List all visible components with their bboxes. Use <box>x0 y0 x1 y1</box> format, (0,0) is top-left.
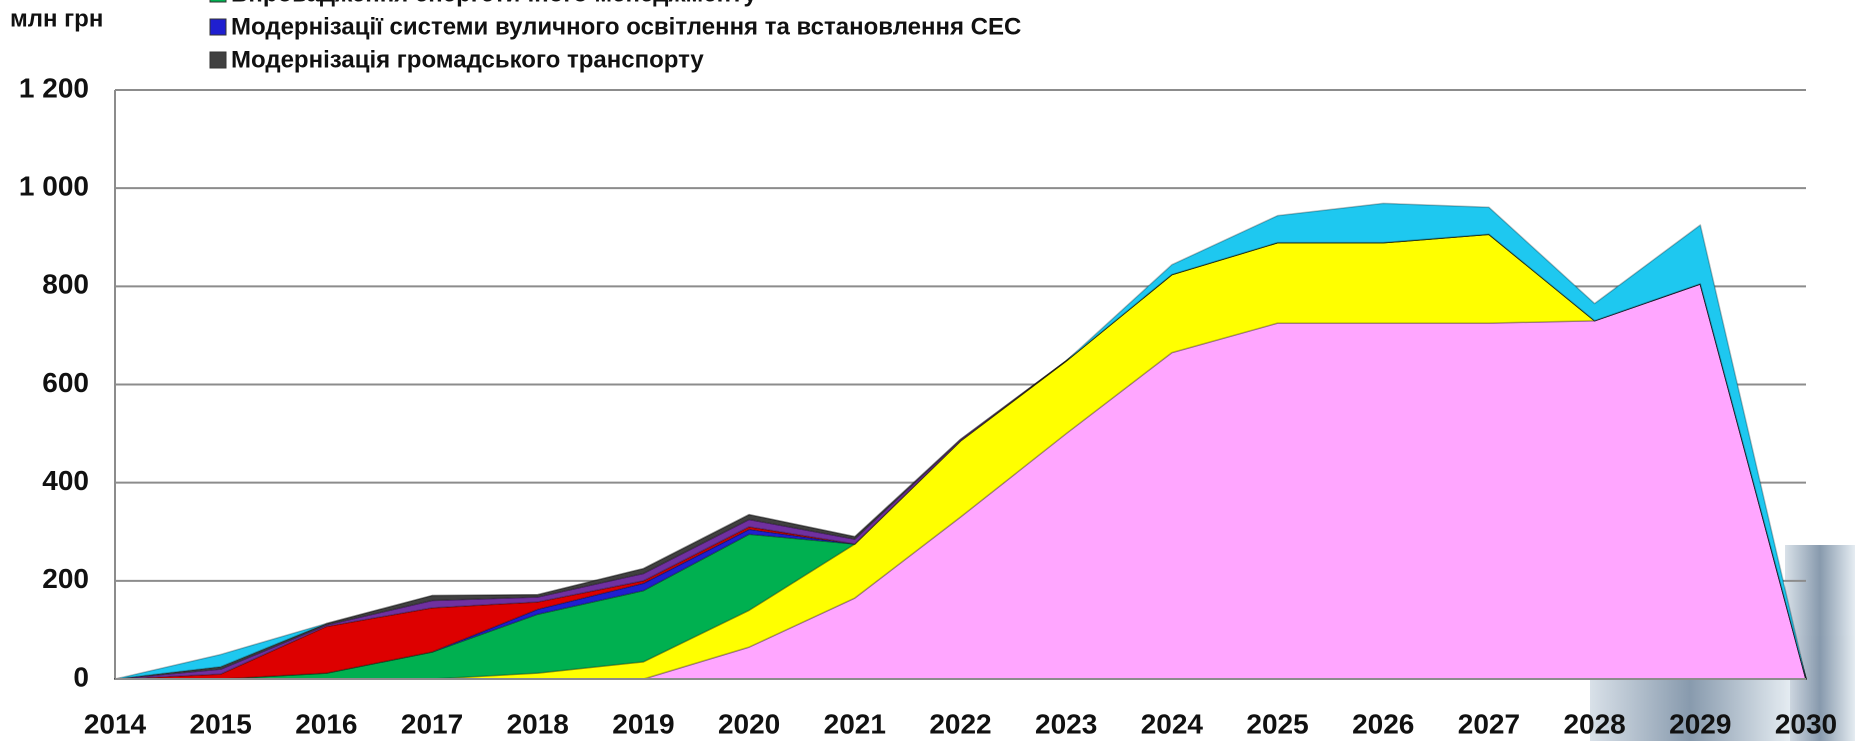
legend-marker <box>210 0 226 2</box>
legend-label: Впровадження енергетичного менеджменту <box>231 0 758 7</box>
x-tick-label: 2022 <box>929 708 991 739</box>
x-tick-label: 2016 <box>295 708 357 739</box>
x-tick-label: 2030 <box>1775 708 1837 739</box>
x-tick-label: 2026 <box>1352 708 1414 739</box>
legend-label: Модернізація громадського транспорту <box>231 46 704 73</box>
chart: млн грн 0 200 400 600 800 1 000 1 200 2014 2015 2… <box>0 0 1855 741</box>
x-tick-label: 2024 <box>1141 708 1204 739</box>
x-tick-label: 2027 <box>1458 708 1520 739</box>
x-tick-label: 2020 <box>718 708 780 739</box>
legend-marker <box>210 52 226 68</box>
y-tick-label: 1 200 <box>19 72 89 103</box>
x-tick-label: 2014 <box>84 708 147 739</box>
y-axis-label: млн грн <box>10 5 103 32</box>
y-tick-label: 1 000 <box>19 171 89 202</box>
x-tick-label: 2018 <box>507 708 569 739</box>
x-tick-label: 2019 <box>612 708 674 739</box>
x-tick-label: 2015 <box>190 708 252 739</box>
x-tick-label: 2023 <box>1035 708 1097 739</box>
y-tick-label: 400 <box>42 465 89 496</box>
legend-label: Модернізації системи вуличного освітленн… <box>231 13 1021 40</box>
legend-marker <box>210 19 226 35</box>
y-tick-label: 200 <box>42 563 89 594</box>
y-tick-label: 0 <box>73 661 89 692</box>
x-tick-label: 2029 <box>1669 708 1731 739</box>
x-tick-label: 2017 <box>401 708 463 739</box>
x-tick-label: 2025 <box>1246 708 1308 739</box>
x-tick-label: 2028 <box>1563 708 1625 739</box>
y-tick-label: 800 <box>42 269 89 300</box>
x-tick-label: 2021 <box>824 708 886 739</box>
y-tick-label: 600 <box>42 367 89 398</box>
